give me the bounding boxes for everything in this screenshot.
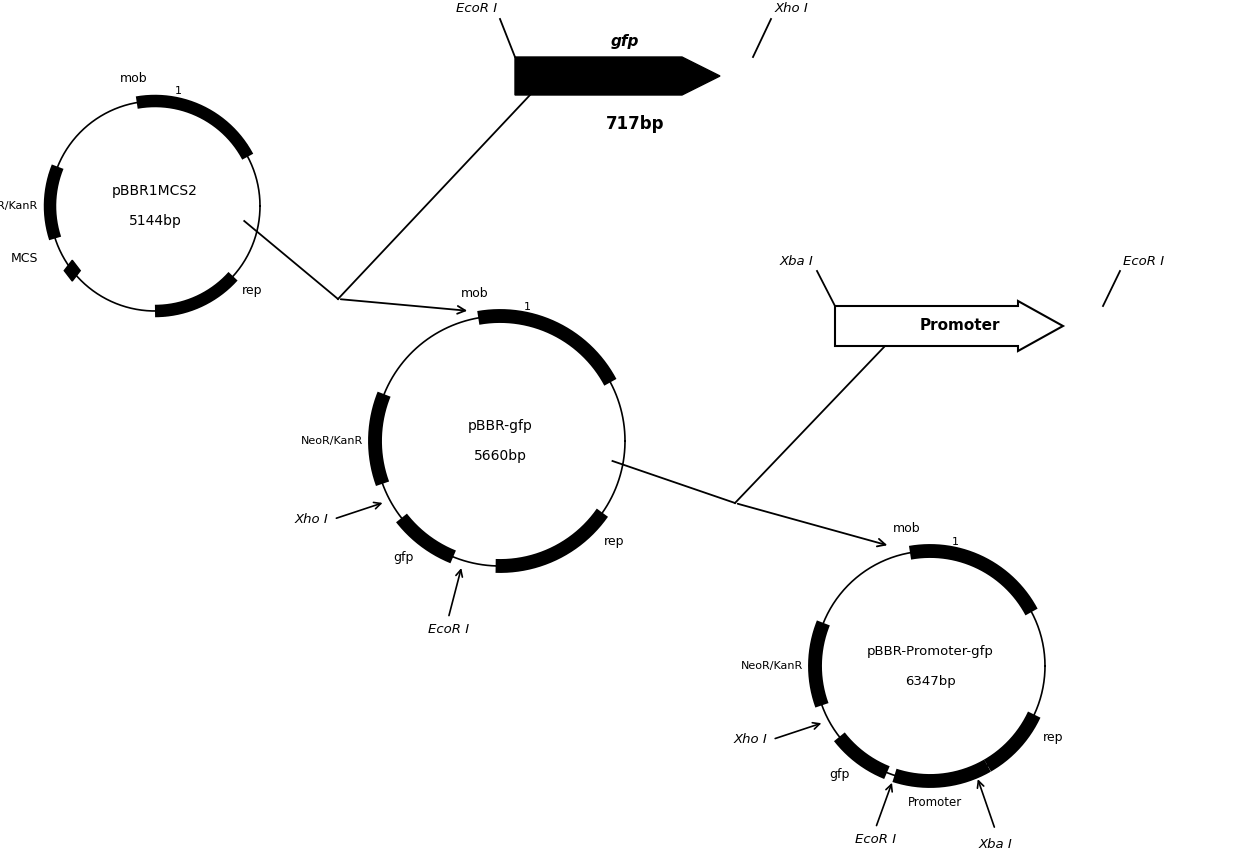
Text: Promoter: Promoter <box>920 319 1001 333</box>
Text: 6347bp: 6347bp <box>905 674 955 687</box>
Text: mob: mob <box>461 288 489 300</box>
Text: 1: 1 <box>525 302 531 312</box>
Text: Xho I: Xho I <box>295 512 329 525</box>
Text: EcoR I: EcoR I <box>456 2 497 15</box>
Text: NeoR/KanR: NeoR/KanR <box>301 436 363 446</box>
FancyArrow shape <box>515 57 720 95</box>
Text: Xba I: Xba I <box>779 255 813 268</box>
Text: pBBR-gfp: pBBR-gfp <box>467 419 532 433</box>
Text: gfp: gfp <box>393 551 414 564</box>
Text: Xba I: Xba I <box>978 838 1012 851</box>
Text: 1: 1 <box>952 536 959 547</box>
Text: pBBR-Promoter-gfp: pBBR-Promoter-gfp <box>867 645 993 658</box>
Text: rep: rep <box>242 284 263 297</box>
Text: Xho I: Xho I <box>734 733 768 746</box>
Text: Xho I: Xho I <box>775 2 808 15</box>
Text: EcoR I: EcoR I <box>1123 255 1164 268</box>
Text: gfp: gfp <box>611 34 639 49</box>
Text: rep: rep <box>604 535 625 548</box>
Text: 5144bp: 5144bp <box>129 214 181 228</box>
Text: EcoR I: EcoR I <box>428 623 469 636</box>
Text: 717bp: 717bp <box>606 115 665 133</box>
Text: Promoter: Promoter <box>908 796 962 809</box>
Text: EcoR I: EcoR I <box>856 833 897 846</box>
Text: NeoR/KanR: NeoR/KanR <box>740 661 804 671</box>
FancyArrow shape <box>835 301 1063 351</box>
Text: NeoR/KanR: NeoR/KanR <box>0 201 38 211</box>
Text: gfp: gfp <box>830 768 849 782</box>
Text: mob: mob <box>893 522 921 535</box>
Text: rep: rep <box>1043 731 1063 744</box>
Polygon shape <box>64 260 81 281</box>
Text: mob: mob <box>120 71 148 85</box>
Text: 5660bp: 5660bp <box>474 449 527 463</box>
Text: pBBR1MCS2: pBBR1MCS2 <box>112 184 198 198</box>
Text: 1: 1 <box>175 86 182 96</box>
Text: MCS: MCS <box>10 251 38 264</box>
